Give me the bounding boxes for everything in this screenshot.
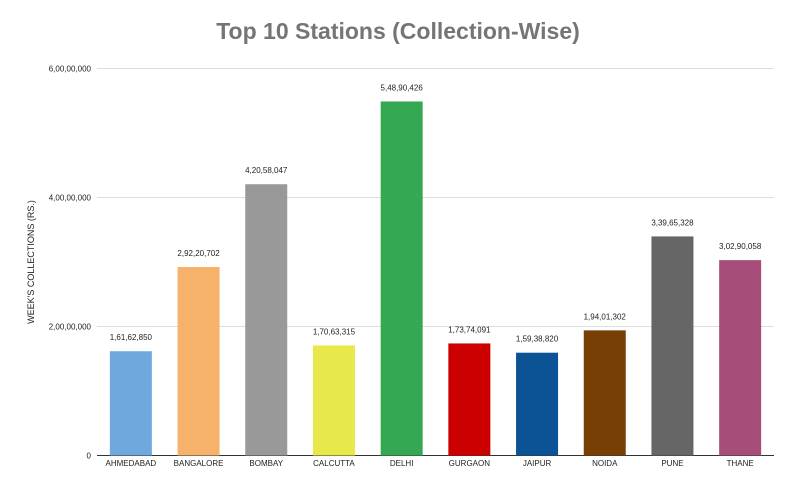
bar-bangalore bbox=[177, 267, 220, 456]
bar-noida bbox=[583, 330, 626, 456]
bar-jaipur bbox=[516, 352, 559, 456]
x-tick-label: BANGALORE bbox=[174, 459, 224, 468]
bar-ahmedabad bbox=[109, 351, 152, 456]
x-tick-label: BOMBAY bbox=[249, 459, 283, 468]
x-tick-label: THANE bbox=[727, 459, 754, 468]
data-label: 3,02,90,058 bbox=[719, 242, 762, 251]
x-tick-label: GURGAON bbox=[449, 459, 491, 468]
x-tick-label: JAIPUR bbox=[523, 459, 552, 468]
y-tick-label: 4,00,00,000 bbox=[49, 194, 92, 203]
y-tick-label: 0 bbox=[87, 452, 92, 461]
bar-calcutta bbox=[312, 345, 355, 456]
data-label: 1,70,63,315 bbox=[313, 327, 356, 336]
bar-bombay bbox=[245, 184, 288, 456]
data-label: 1,61,62,850 bbox=[110, 333, 153, 342]
y-tick-label: 2,00,00,000 bbox=[49, 323, 92, 332]
y-axis-label: WEEK'S COLLECTIONS (RS.) bbox=[26, 200, 36, 324]
y-tick-label: 6,00,00,000 bbox=[49, 65, 92, 74]
bar-gurgaon bbox=[448, 343, 491, 456]
x-tick-label: AHMEDABAD bbox=[106, 459, 157, 468]
data-label: 3,39,65,328 bbox=[651, 218, 694, 227]
bar-thane bbox=[719, 260, 762, 456]
x-tick-label: CALCUTTA bbox=[313, 459, 355, 468]
bar-delhi bbox=[380, 101, 423, 456]
x-axis-ticks: AHMEDABAD BANGALORE BOMBAY CALCUTTA DELHI GUR… bbox=[106, 459, 754, 468]
bar-pune bbox=[651, 236, 694, 456]
data-label: 5,48,90,426 bbox=[381, 83, 424, 92]
y-axis-ticks: 0 2,00,00,000 4,00,00,000 6,00,00,000 bbox=[49, 65, 92, 461]
chart-title: Top 10 Stations (Collection-Wise) bbox=[216, 18, 580, 44]
data-label: 1,73,74,091 bbox=[448, 325, 491, 334]
bars: 1,61,62,850 2,92,20,702 4,20,58,047 1,70,63… bbox=[109, 83, 762, 456]
x-tick-label: DELHI bbox=[390, 459, 414, 468]
x-tick-label: PUNE bbox=[661, 459, 683, 468]
data-label: 2,92,20,702 bbox=[177, 249, 220, 258]
data-label: 4,20,58,047 bbox=[245, 166, 288, 175]
x-tick-label: NOIDA bbox=[592, 459, 618, 468]
data-label: 1,94,01,302 bbox=[584, 312, 627, 321]
data-label: 1,59,38,820 bbox=[516, 335, 559, 344]
